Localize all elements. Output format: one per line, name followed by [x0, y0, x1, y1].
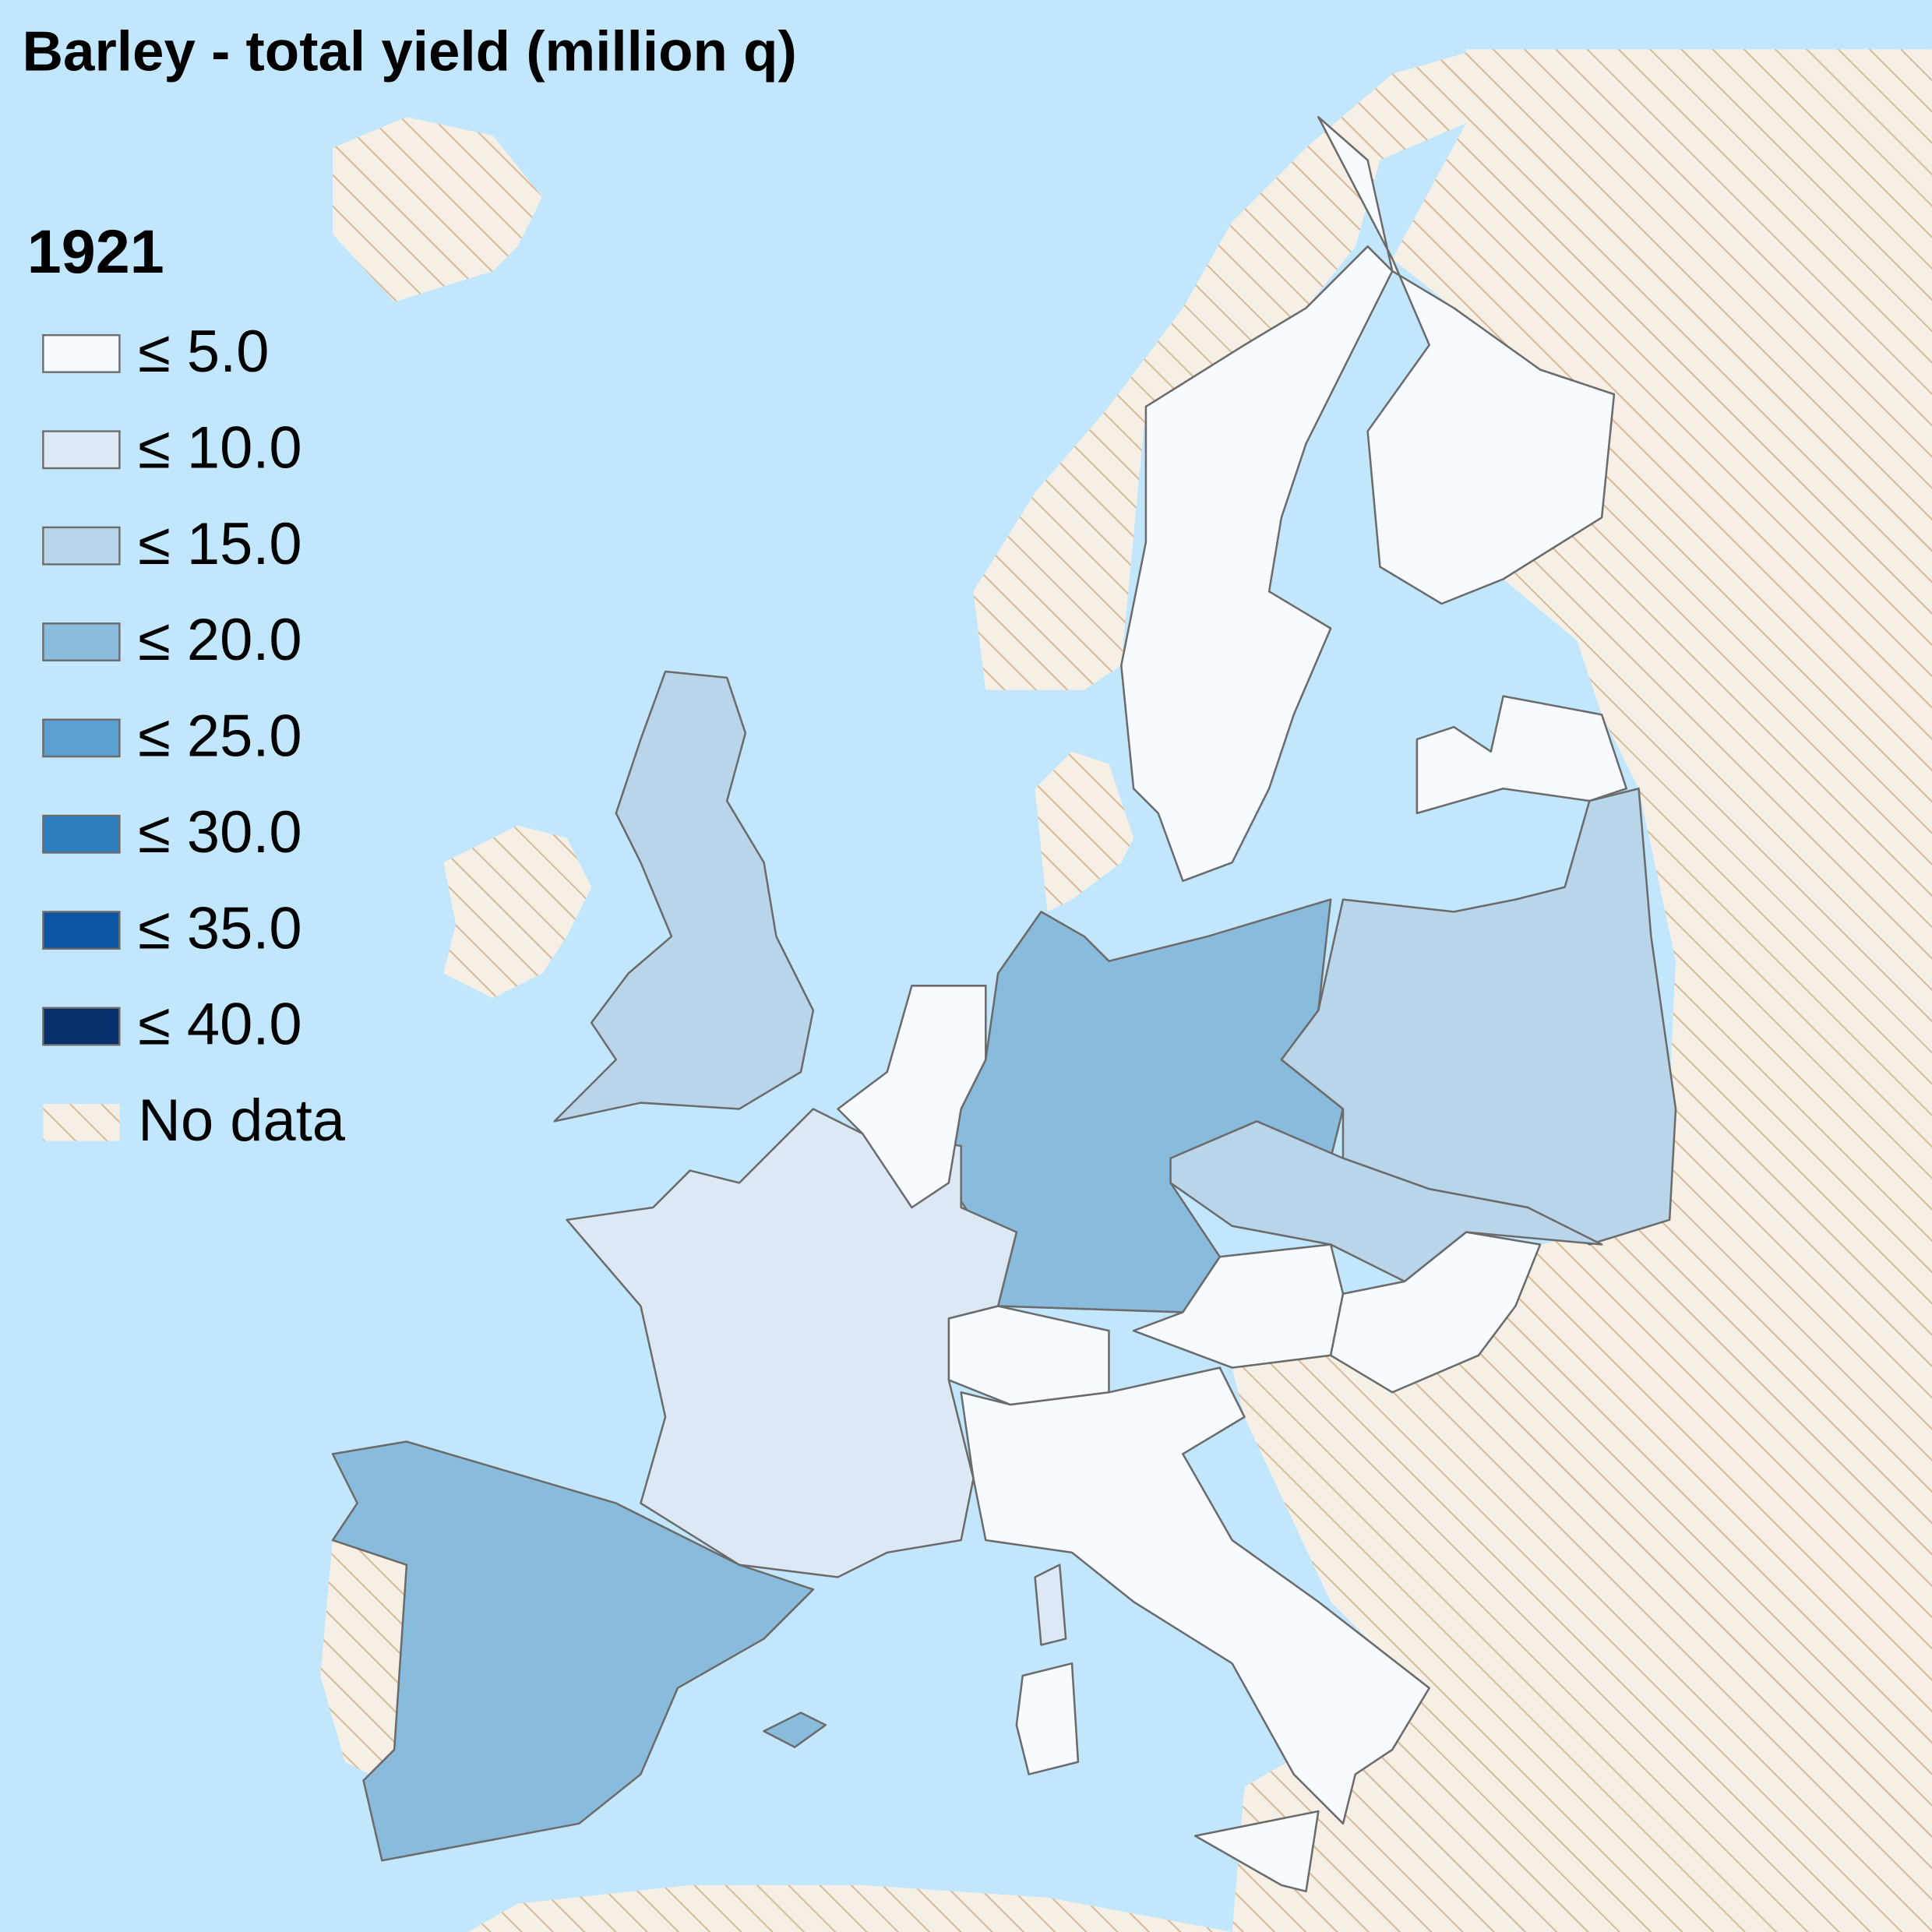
legend-swatch: [43, 1104, 120, 1141]
sardinia: [1015, 1662, 1080, 1775]
baltics: [1416, 695, 1628, 815]
regions: [331, 115, 1677, 1893]
legend-label: ≤ 25.0: [138, 703, 301, 770]
legend-label: ≤ 20.0: [138, 607, 301, 673]
spain: [331, 1440, 815, 1862]
legend-swatch: [42, 430, 121, 470]
finland: [1317, 115, 1616, 605]
legend-label: ≤ 40.0: [138, 992, 301, 1058]
legend-swatch: [42, 334, 121, 373]
balearics: [763, 1712, 827, 1749]
legend: ≤ 5.0 ≤ 10.0 ≤ 15.0 ≤ 20.0 ≤ 25.0 ≤ 30.0 ≤ 35.…: [42, 319, 346, 1154]
legend-swatch: [42, 1007, 121, 1046]
denmark: [1035, 751, 1134, 912]
czechoslovakia: [1169, 1120, 1603, 1283]
france: [566, 1108, 1018, 1578]
benelux: [837, 985, 987, 1209]
legend-label: ≤ 10.0: [138, 415, 301, 481]
sweden: [1120, 245, 1394, 883]
map-title: Barley - total yield (million q): [22, 19, 796, 83]
legend-label: ≤ 35.0: [138, 895, 301, 961]
legend-label: ≤ 30.0: [138, 799, 301, 866]
corsica: [1034, 1564, 1067, 1646]
legend-swatch: [42, 814, 121, 854]
united-kingdom: [553, 670, 815, 1123]
hungary: [1329, 1231, 1542, 1394]
iceland: [333, 117, 542, 302]
norway: [973, 49, 1479, 690]
no-data-land: [320, 49, 1932, 1932]
legend-label: ≤ 15.0: [138, 511, 301, 577]
legend-label: No data: [138, 1088, 346, 1154]
poland: [1280, 787, 1677, 1246]
sicily: [1193, 1810, 1320, 1893]
legend-label: ≤ 5.0: [138, 319, 269, 385]
north-africa: [468, 1884, 1232, 1932]
legend-swatch: [42, 911, 121, 950]
legend-swatch: [42, 526, 121, 566]
legend-swatch: [42, 718, 121, 758]
legend-swatch: [42, 622, 121, 661]
east: [1232, 49, 1932, 1932]
italy: [960, 1366, 1430, 1825]
legend-title: 1921: [27, 217, 164, 286]
ireland: [443, 825, 592, 999]
